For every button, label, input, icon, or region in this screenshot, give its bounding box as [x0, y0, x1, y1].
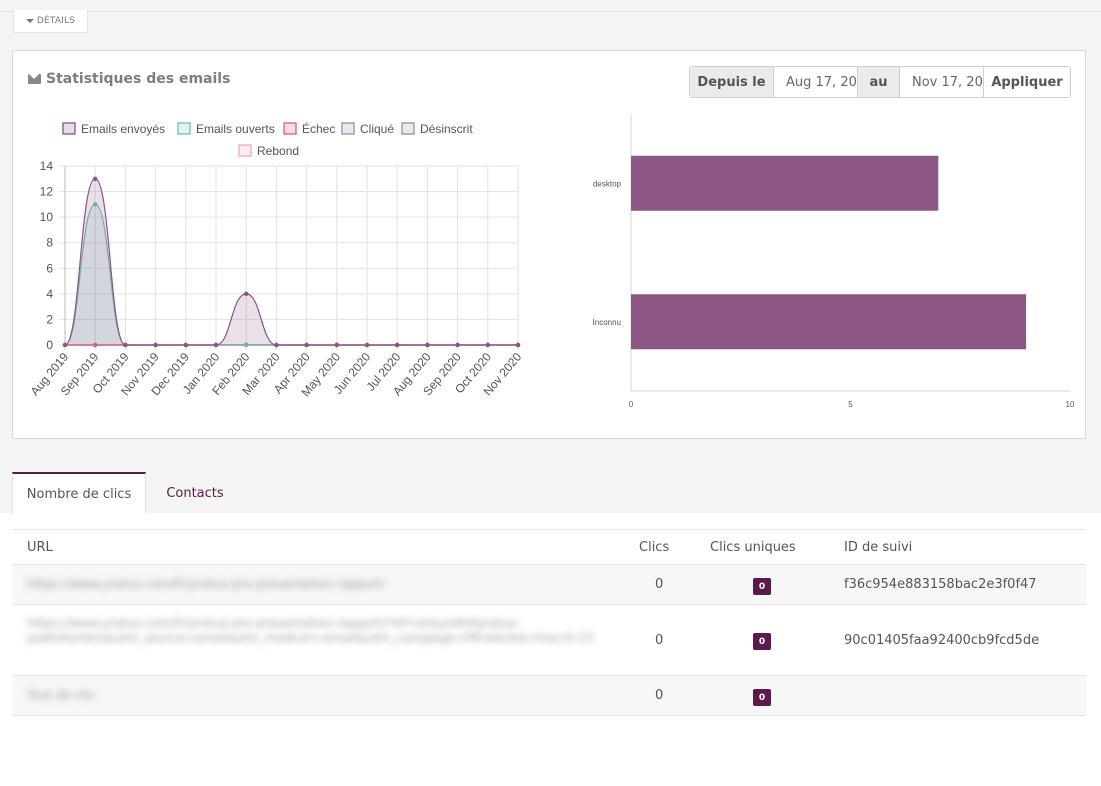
y-tick-label: 0: [46, 338, 53, 352]
clicks-value: 0: [655, 688, 664, 703]
table-row: https://www.ynstus.com/fr/ynstus-pro-pre…: [12, 605, 1086, 676]
y-tick-label: 14: [40, 159, 54, 173]
series-area: [65, 178, 518, 345]
data-point: [213, 342, 219, 348]
y-tick-label: 12: [40, 185, 54, 199]
y-tick-label: desktop: [593, 179, 622, 188]
from-label: Depuis le: [690, 67, 773, 97]
caret-down-icon: [25, 19, 34, 23]
y-tick-label: 10: [40, 210, 54, 224]
legend-swatch: [401, 122, 415, 135]
header-unique-clicks: Clics uniques: [710, 540, 796, 555]
unique-clicks-badge: 0: [753, 633, 771, 650]
details-label: DÉTAILS: [36, 16, 76, 26]
data-point: [485, 342, 490, 348]
panel-title-text: Statistiques des emails: [46, 71, 231, 87]
data-point: [123, 342, 128, 348]
data-point: [515, 342, 521, 348]
from-date-input[interactable]: Aug 17, 2019: [773, 67, 858, 97]
data-point: [395, 342, 400, 348]
bar: [631, 155, 939, 211]
y-tick-label: 6: [46, 261, 53, 275]
details-toggle-button[interactable]: DÉTAILS: [13, 10, 88, 33]
clicks-value: 0: [655, 633, 664, 648]
series-area: [65, 204, 518, 345]
data-point: [183, 342, 188, 348]
legend-label: Rebond: [257, 144, 299, 158]
email-stats-panel: Statistiques des emails Depuis le Aug 17…: [12, 50, 1086, 439]
top-bar: [0, 0, 1101, 12]
bar: [631, 294, 1027, 350]
email-stats-line-chart: Emails envoyés Emails ouverts Échec Cliqué D…: [28, 121, 525, 399]
url-link[interactable]: https://www.ynstus.com/fr/ynstus-pro-pre…: [27, 577, 386, 591]
data-point: [425, 342, 430, 348]
data-point: [455, 342, 460, 348]
data-point: [244, 342, 249, 348]
y-tick-label: 4: [46, 287, 53, 301]
url-link[interactable]: Tout de mic: [27, 688, 97, 702]
tracking-id: f36c954e883158bac2e3f0f47: [844, 577, 1037, 592]
table-header-row: URL Clics Clics uniques ID de suivi: [12, 530, 1086, 565]
legend-label: Emails ouverts: [196, 122, 275, 136]
x-tick-label: 5: [848, 400, 853, 409]
header-url: URL: [27, 540, 53, 555]
legend-swatch: [341, 122, 355, 135]
date-range-picker: Depuis le Aug 17, 2019 au Nov 17, 2020 A…: [689, 66, 1071, 98]
data-point: [304, 342, 309, 348]
legend-label: Emails envoyés: [81, 122, 165, 136]
unique-clicks-badge: 0: [753, 578, 771, 595]
url-link[interactable]: https://www.ynstus.com/fr/ynstus-pro-pre…: [27, 616, 594, 645]
legend-swatch: [238, 144, 252, 157]
data-point: [334, 342, 339, 348]
y-tick-label: Inconnu: [593, 318, 621, 327]
series-line: [64, 178, 518, 346]
legend-label: Désinscrit: [420, 122, 473, 136]
legend-swatch: [62, 122, 76, 135]
tab-contacts[interactable]: Contacts: [166, 485, 224, 501]
data-point: [93, 202, 98, 207]
legend-label: Échec: [302, 121, 335, 136]
to-date-input[interactable]: Nov 17, 2020: [899, 67, 984, 97]
legend-swatch: [177, 122, 191, 135]
data-point: [364, 342, 370, 348]
data-point: [93, 342, 98, 348]
legend-label: Cliqué: [360, 122, 394, 136]
header-clicks: Clics: [639, 540, 670, 555]
x-tick-label: 0: [629, 400, 634, 409]
clicks-value: 0: [655, 577, 664, 592]
data-point: [244, 291, 249, 297]
envelope-icon: [28, 74, 41, 84]
table-row: https://www.ynstus.com/fr/ynstus-pro-pre…: [12, 565, 1086, 605]
data-point: [274, 342, 279, 348]
tab-click-count[interactable]: Nombre de clics: [12, 472, 146, 514]
to-label: au: [858, 67, 899, 97]
y-tick-label: 2: [46, 312, 53, 326]
x-tick-label: 10: [1066, 400, 1075, 409]
data-point: [93, 176, 98, 181]
clicks-table: URL Clics Clics uniques ID de suivi http…: [12, 529, 1086, 716]
header-tracking-id: ID de suivi: [844, 540, 913, 555]
apply-button[interactable]: Appliquer: [984, 67, 1070, 97]
unique-clicks-badge: 0: [753, 689, 771, 706]
data-point: [153, 342, 158, 348]
data-point: [62, 342, 68, 348]
panel-title: Statistiques des emails: [28, 71, 230, 87]
y-tick-label: 8: [46, 236, 53, 250]
tracking-id: 90c01405faa92400cb9fcd5de: [844, 633, 1040, 648]
legend-swatch: [283, 122, 297, 135]
table-row: Tout de mic 0 0: [12, 676, 1086, 716]
tabs: Nombre de clics Contacts: [12, 472, 244, 514]
device-bar-chart: 0 5 10 desktop Inconnu: [593, 114, 1075, 409]
